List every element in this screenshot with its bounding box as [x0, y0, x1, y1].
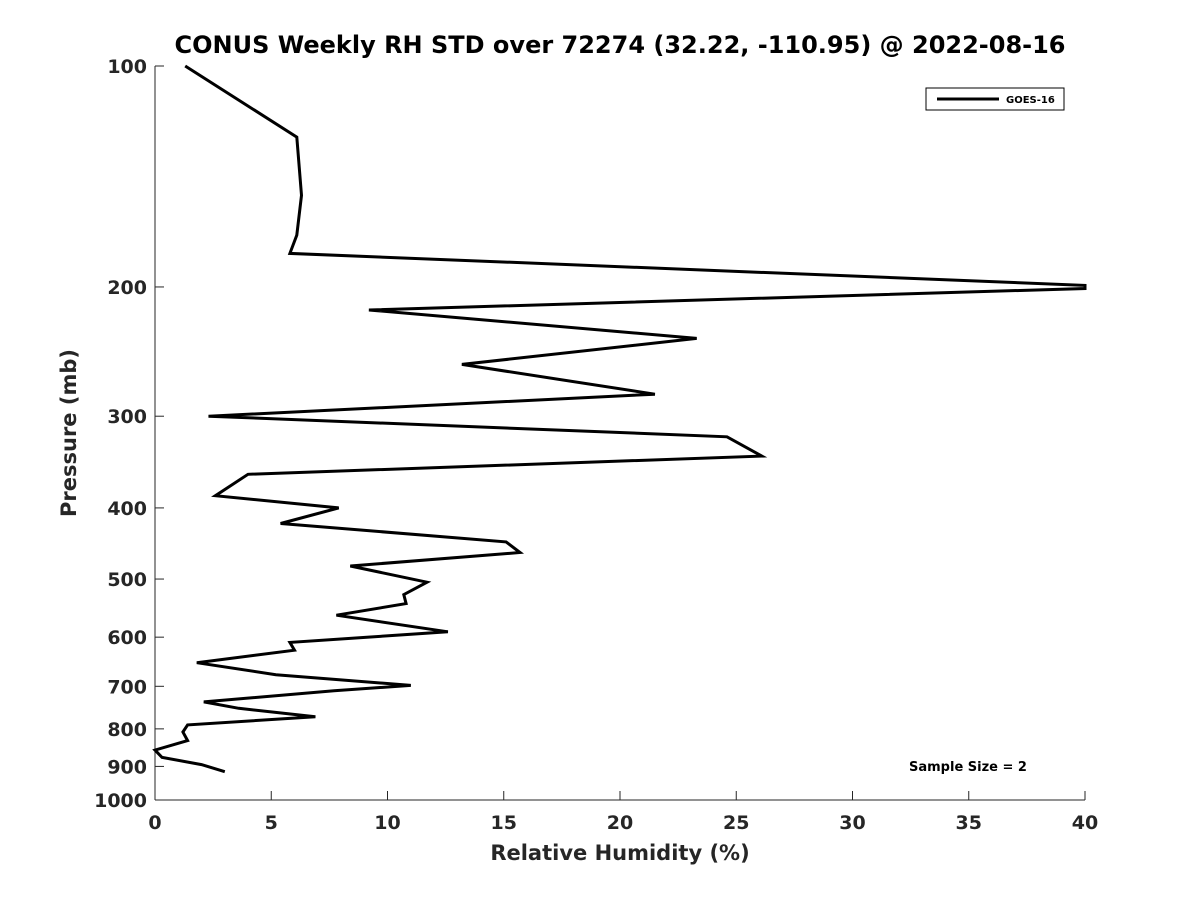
y-tick-label: 500 [107, 569, 147, 591]
x-tick-label: 5 [265, 812, 278, 834]
y-tick-label: 1000 [94, 790, 147, 812]
series-line-goes-16 [152, 64, 1087, 774]
y-tick-label: 800 [107, 719, 147, 741]
y-tick-label: 400 [107, 498, 147, 520]
x-tick-label: 30 [839, 812, 865, 834]
legend: GOES-16 [925, 87, 1065, 111]
sample-size-annotation: Sample Size = 2 [909, 760, 1027, 775]
y-axis-label: Pressure (mb) [57, 349, 81, 517]
x-tick-label: 25 [723, 812, 749, 834]
x-axis-ticks: 0 5 10 15 20 25 30 35 40 [148, 791, 1098, 834]
y-axis-ticks: 100 200 300 400 500 600 700 800 900 1000 [94, 56, 164, 812]
y-tick-label: 100 [107, 56, 147, 78]
y-tick-label: 300 [107, 406, 147, 428]
x-tick-label: 40 [1072, 812, 1098, 834]
x-axis-label: Relative Humidity (%) [490, 841, 749, 865]
y-tick-label: 900 [107, 756, 147, 778]
x-tick-label: 10 [374, 812, 400, 834]
chart-title: CONUS Weekly RH STD over 72274 (32.22, -… [174, 31, 1065, 59]
y-tick-label: 200 [107, 277, 147, 299]
x-tick-label: 15 [491, 812, 517, 834]
x-tick-label: 20 [607, 812, 633, 834]
y-tick-label: 600 [107, 627, 147, 649]
x-tick-label: 35 [956, 812, 982, 834]
x-tick-label: 0 [148, 812, 161, 834]
y-tick-label: 700 [107, 676, 147, 698]
legend-label-goes-16: GOES-16 [1006, 95, 1055, 106]
